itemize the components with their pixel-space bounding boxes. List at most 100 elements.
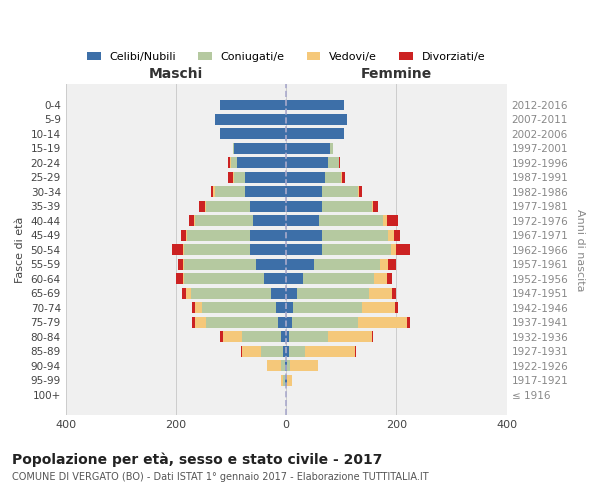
Bar: [289, 332, 328, 342]
Bar: [242, 332, 281, 342]
Bar: [250, 230, 286, 241]
Bar: [199, 201, 205, 212]
Y-axis label: Anni di nascita: Anni di nascita: [575, 208, 585, 291]
Bar: [319, 216, 383, 226]
Bar: [214, 186, 215, 198]
Bar: [322, 244, 391, 255]
Bar: [286, 360, 287, 371]
Bar: [181, 230, 186, 241]
Bar: [328, 332, 371, 342]
Bar: [387, 216, 398, 226]
Bar: [182, 274, 184, 284]
Bar: [206, 201, 250, 212]
Bar: [194, 216, 195, 226]
Bar: [290, 360, 317, 371]
Bar: [286, 346, 289, 356]
Bar: [286, 288, 297, 298]
Bar: [276, 302, 286, 313]
Bar: [233, 172, 234, 183]
Bar: [292, 317, 358, 328]
Bar: [287, 375, 292, 386]
Bar: [202, 302, 276, 313]
Bar: [286, 375, 287, 386]
Bar: [195, 216, 253, 226]
Bar: [394, 230, 400, 241]
Bar: [286, 186, 322, 198]
Bar: [286, 216, 319, 226]
Bar: [286, 230, 322, 241]
Bar: [331, 143, 333, 154]
Bar: [388, 230, 394, 241]
Bar: [322, 186, 358, 198]
Bar: [183, 259, 184, 270]
Bar: [328, 158, 338, 168]
Bar: [325, 172, 341, 183]
Bar: [230, 158, 231, 168]
Bar: [289, 346, 305, 356]
Bar: [305, 346, 355, 356]
Bar: [205, 201, 206, 212]
Bar: [286, 100, 344, 110]
Text: COMUNE DI VERGATO (BO) - Dati ISTAT 1° gennaio 2017 - Elaborazione TUTTITALIA.IT: COMUNE DI VERGATO (BO) - Dati ISTAT 1° g…: [12, 472, 428, 482]
Bar: [187, 288, 191, 298]
Bar: [395, 302, 398, 313]
Bar: [234, 172, 245, 183]
Bar: [338, 158, 340, 168]
Bar: [286, 143, 331, 154]
Bar: [293, 302, 362, 313]
Bar: [286, 128, 344, 140]
Bar: [358, 317, 407, 328]
Bar: [281, 375, 283, 386]
Bar: [220, 128, 286, 140]
Legend: Celibi/Nubili, Coniugati/e, Vedovi/e, Divorziati/e: Celibi/Nubili, Coniugati/e, Vedovi/e, Di…: [83, 47, 490, 66]
Bar: [178, 259, 183, 270]
Bar: [386, 274, 392, 284]
Bar: [220, 332, 223, 342]
Bar: [281, 332, 286, 342]
Bar: [187, 230, 250, 241]
Text: Maschi: Maschi: [149, 67, 203, 81]
Bar: [358, 186, 359, 198]
Bar: [286, 201, 322, 212]
Bar: [215, 186, 245, 198]
Bar: [193, 302, 195, 313]
Bar: [322, 201, 371, 212]
Bar: [322, 230, 388, 241]
Y-axis label: Fasce di età: Fasce di età: [15, 216, 25, 283]
Bar: [369, 288, 392, 298]
Bar: [195, 317, 206, 328]
Bar: [193, 317, 195, 328]
Bar: [253, 216, 286, 226]
Bar: [343, 172, 345, 183]
Text: Femmine: Femmine: [361, 67, 432, 81]
Bar: [172, 244, 183, 255]
Bar: [374, 274, 386, 284]
Bar: [271, 288, 286, 298]
Bar: [286, 172, 325, 183]
Bar: [286, 244, 322, 255]
Bar: [286, 259, 314, 270]
Bar: [188, 216, 194, 226]
Text: Popolazione per età, sesso e stato civile - 2017: Popolazione per età, sesso e stato civil…: [12, 452, 382, 467]
Bar: [359, 186, 362, 198]
Bar: [215, 114, 286, 125]
Bar: [286, 332, 289, 342]
Bar: [373, 201, 378, 212]
Bar: [388, 259, 397, 270]
Bar: [229, 172, 233, 183]
Bar: [371, 332, 373, 342]
Bar: [286, 114, 347, 125]
Bar: [184, 274, 264, 284]
Bar: [407, 317, 410, 328]
Bar: [184, 244, 250, 255]
Bar: [303, 274, 374, 284]
Bar: [250, 244, 286, 255]
Bar: [186, 230, 187, 241]
Bar: [355, 346, 356, 356]
Bar: [223, 332, 242, 342]
Bar: [286, 274, 303, 284]
Bar: [245, 186, 286, 198]
Bar: [297, 288, 369, 298]
Bar: [285, 360, 286, 371]
Bar: [233, 143, 234, 154]
